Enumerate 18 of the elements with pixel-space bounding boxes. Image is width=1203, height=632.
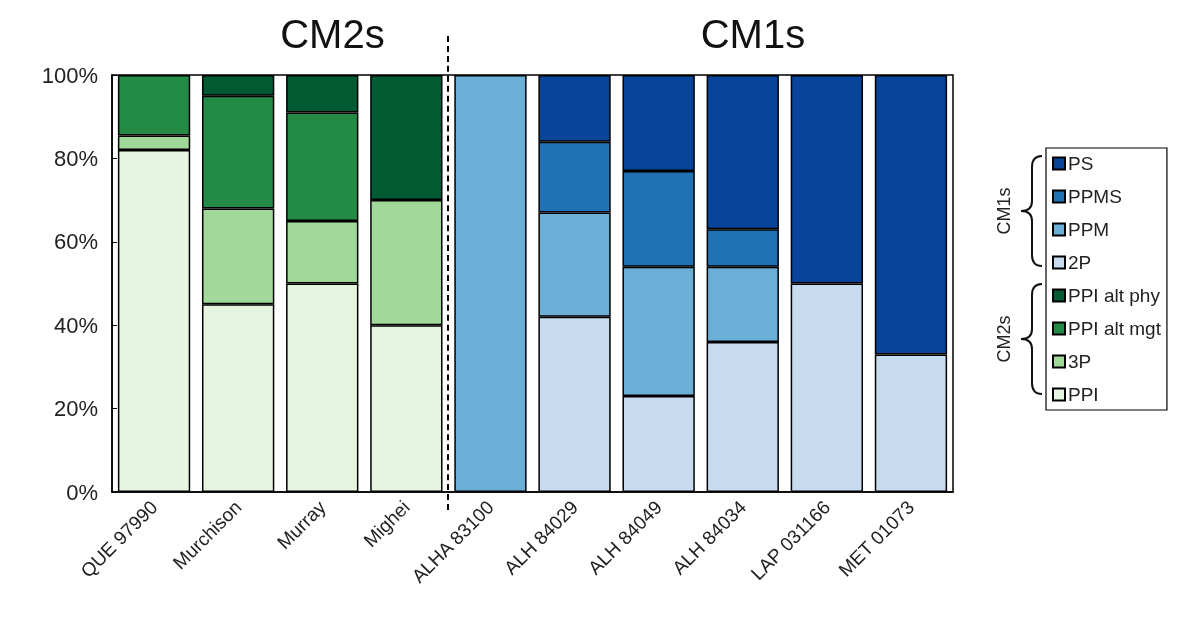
legend-label: 2P [1068,252,1092,273]
legend-label: 3P [1068,351,1092,372]
text: CM1s [700,12,806,56]
legend-label: PPM [1068,219,1110,240]
legend-label: PPI alt mgt [1068,318,1162,339]
y-tick-label: 40% [53,312,98,338]
y-tick-label: 0% [66,479,98,505]
legend-label: PPI [1068,384,1099,405]
legend-label: PS [1068,153,1094,174]
y-tick-label: 80% [53,145,98,171]
y-tick-label: 20% [53,396,98,422]
text: CM2s [280,12,385,56]
legend-label: PPI alt phy [1068,285,1161,306]
text: CM1s [994,187,1014,235]
text: CM2s [994,315,1014,363]
legend-label: PPMS [1068,186,1122,207]
y-tick-label: 60% [53,229,98,255]
y-tick-label: 100% [41,62,98,88]
